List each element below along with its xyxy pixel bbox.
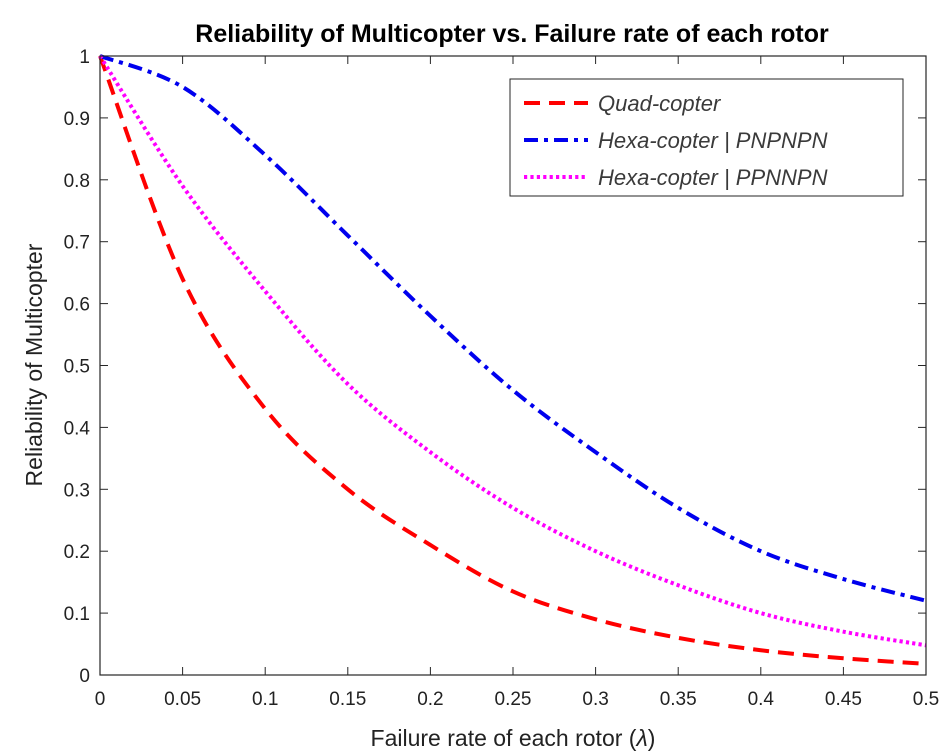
chart-title: Reliability of Multicopter vs. Failure r… <box>195 20 829 48</box>
x-axis-label-text: Failure rate of each rotor <box>371 725 623 751</box>
y-tick-label: 1 <box>79 47 90 68</box>
legend-label-0: Quad-copter <box>598 91 722 116</box>
x-tick-label: 0.3 <box>582 689 608 710</box>
legend-label-2: Hexa-copter | PPNNPN <box>598 165 828 190</box>
y-tick-label: 0.7 <box>64 233 90 254</box>
legend-label-1: Hexa-copter | PNPNPN <box>598 128 828 153</box>
x-tick-label: 0 <box>95 689 106 710</box>
y-tick-label: 0.9 <box>64 109 90 130</box>
x-tick-label: 0.15 <box>329 689 366 710</box>
y-axis-title: Reliability of Multicopter <box>21 243 47 486</box>
y-tick-label: 0.1 <box>64 604 90 625</box>
y-tick-label: 0.8 <box>64 171 90 192</box>
y-axis-ticks: 0 0.1 0.2 0.3 0.4 0.5 0.6 0.7 0.8 0.9 1 <box>64 47 926 687</box>
series-layer <box>98 54 927 666</box>
x-axis-title: Failure rate of each rotor (λ) <box>371 725 656 751</box>
x-tick-label: 0.1 <box>252 689 278 710</box>
y-tick-label: 0 <box>79 666 90 687</box>
y-tick-label: 0.6 <box>64 295 90 316</box>
y-tick-label: 0.3 <box>64 480 90 501</box>
legend: Quad-copter Hexa-copter | PNPNPN Hexa-copt… <box>509 78 904 197</box>
series-line-2 <box>98 54 927 648</box>
x-tick-label: 0.5 <box>913 689 939 710</box>
y-tick-label: 0.2 <box>64 542 90 563</box>
x-tick-label: 0.45 <box>825 689 862 710</box>
x-tick-label: 0.4 <box>748 689 775 710</box>
x-axis-ticks: 0 0.05 0.1 0.15 0.2 0.25 0.3 0.35 0.4 0.45 0.5 <box>95 56 939 710</box>
x-axis-lambda-symbol: λ <box>634 725 647 751</box>
y-tick-label: 0.4 <box>64 418 91 439</box>
y-tick-label: 0.5 <box>64 357 90 378</box>
series-line-1 <box>99 54 927 603</box>
series-line-0 <box>98 55 927 666</box>
x-tick-label: 0.2 <box>417 689 443 710</box>
x-tick-label: 0.05 <box>164 689 201 710</box>
x-tick-label: 0.25 <box>495 689 532 710</box>
x-tick-label: 0.35 <box>660 689 697 710</box>
